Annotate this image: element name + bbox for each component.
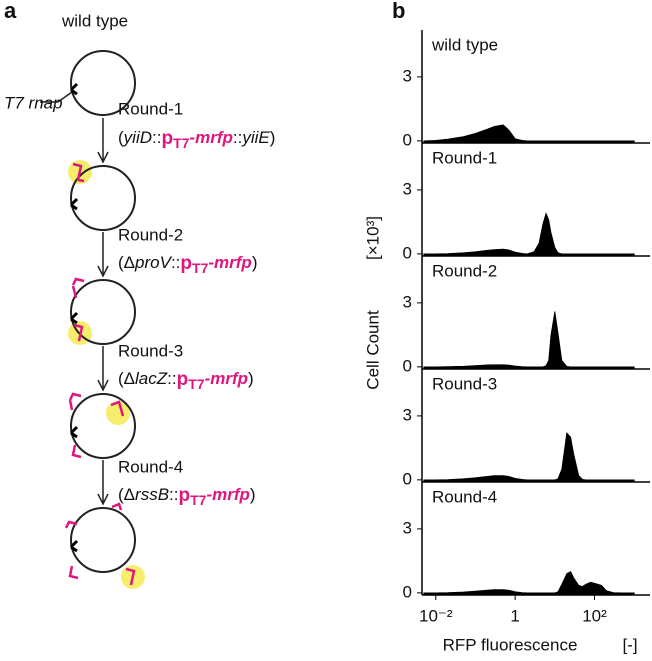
construct-part: p xyxy=(161,128,173,149)
panel-title: wild type xyxy=(431,35,498,54)
y-tick-label: 0 xyxy=(403,356,412,375)
y-tick-label: 3 xyxy=(403,66,412,85)
genome-circle xyxy=(70,507,136,573)
y-tick-label: 0 xyxy=(403,243,412,262)
construct-part: rssB xyxy=(135,485,169,504)
construct-part: p xyxy=(178,485,190,506)
panel-label: b xyxy=(392,0,405,23)
y-tick-label: 0 xyxy=(403,582,412,601)
x-axis-label: RFP fluorescence xyxy=(443,635,578,654)
construct-part: (Δ xyxy=(118,485,135,504)
construct-part: (Δ xyxy=(118,369,135,388)
diagram xyxy=(40,50,145,589)
y-axis-unit: [×10³] xyxy=(363,216,382,260)
construct-part: T7 xyxy=(188,376,205,392)
genome-circle xyxy=(70,393,136,459)
panel-label: a xyxy=(4,0,17,23)
y-tick-label: 3 xyxy=(403,405,412,424)
construct-part: proV xyxy=(134,253,173,272)
highlight xyxy=(106,401,130,425)
round-label: Round-3 xyxy=(118,341,183,360)
construct-label: (ΔrssB::pT7-mrfp) xyxy=(118,485,256,508)
round-label: Round-4 xyxy=(118,457,183,476)
histogram xyxy=(423,311,635,370)
construct-part: (Δ xyxy=(118,253,135,272)
panel-title: Round-4 xyxy=(432,487,497,506)
construct-part: -mrfp xyxy=(189,128,232,147)
construct-part: :: xyxy=(171,253,180,272)
x-tick-label: 1 xyxy=(510,606,519,625)
histogram xyxy=(423,124,635,144)
histogram xyxy=(423,570,635,596)
construct-part: :: xyxy=(233,128,242,147)
x-tick-label: 10⁻² xyxy=(419,606,453,625)
construct-part: :: xyxy=(169,485,178,504)
y-tick-label: 3 xyxy=(403,179,412,198)
construct-part: -mrfp xyxy=(208,253,251,272)
x-axis-unit: [-] xyxy=(622,635,637,654)
y-tick-label: 0 xyxy=(403,130,412,149)
y-tick-label: 0 xyxy=(403,469,412,488)
x-tick-label: 10² xyxy=(582,606,607,625)
construct-part: T7 xyxy=(192,260,209,276)
construct-part: p xyxy=(180,253,192,274)
histogram xyxy=(423,432,635,483)
start-label: wild type xyxy=(61,11,128,30)
construct-part: yiiD xyxy=(123,128,152,147)
panel-title: Round-2 xyxy=(432,261,497,280)
construct-part: yiiE xyxy=(241,128,270,147)
construct-part: :: xyxy=(152,128,161,147)
genome-circle xyxy=(70,50,136,116)
y-axis-label: Cell Count xyxy=(363,310,382,390)
gene-label: T7 rnap xyxy=(4,93,63,112)
panel-title: Round-1 xyxy=(432,148,497,167)
construct-label: (ΔproV::pT7-mrfp) xyxy=(118,253,257,276)
construct-part: -mrfp xyxy=(205,369,248,388)
genome-circle xyxy=(70,279,136,345)
round-label: Round-2 xyxy=(118,225,183,244)
construct-part: T7 xyxy=(190,492,207,508)
construct-part: -mrfp xyxy=(206,485,249,504)
construct-part: ) xyxy=(248,369,254,388)
leader xyxy=(40,91,73,103)
construct-part: T7 xyxy=(173,135,190,151)
construct-part: ) xyxy=(252,253,258,272)
t7-marks xyxy=(69,82,79,553)
construct-part: ) xyxy=(270,128,276,147)
construct-part: p xyxy=(177,369,189,390)
arrows xyxy=(97,118,109,506)
y-tick-label: 3 xyxy=(403,518,412,537)
insert-marks xyxy=(64,162,136,586)
genome-circle xyxy=(70,165,136,231)
construct-part: ) xyxy=(250,485,256,504)
y-tick-label: 3 xyxy=(403,292,412,311)
construct-part: lacZ xyxy=(135,369,168,388)
histogram xyxy=(423,212,635,257)
panel-title: Round-3 xyxy=(432,374,497,393)
round-label: Round-1 xyxy=(118,99,183,118)
construct-label: (ΔlacZ::pT7-mrfp) xyxy=(118,369,254,392)
construct-part: :: xyxy=(167,369,176,388)
construct-label: (yiiD::pT7-mrfp::yiiE) xyxy=(118,128,275,151)
construct-part: ( xyxy=(118,128,124,147)
